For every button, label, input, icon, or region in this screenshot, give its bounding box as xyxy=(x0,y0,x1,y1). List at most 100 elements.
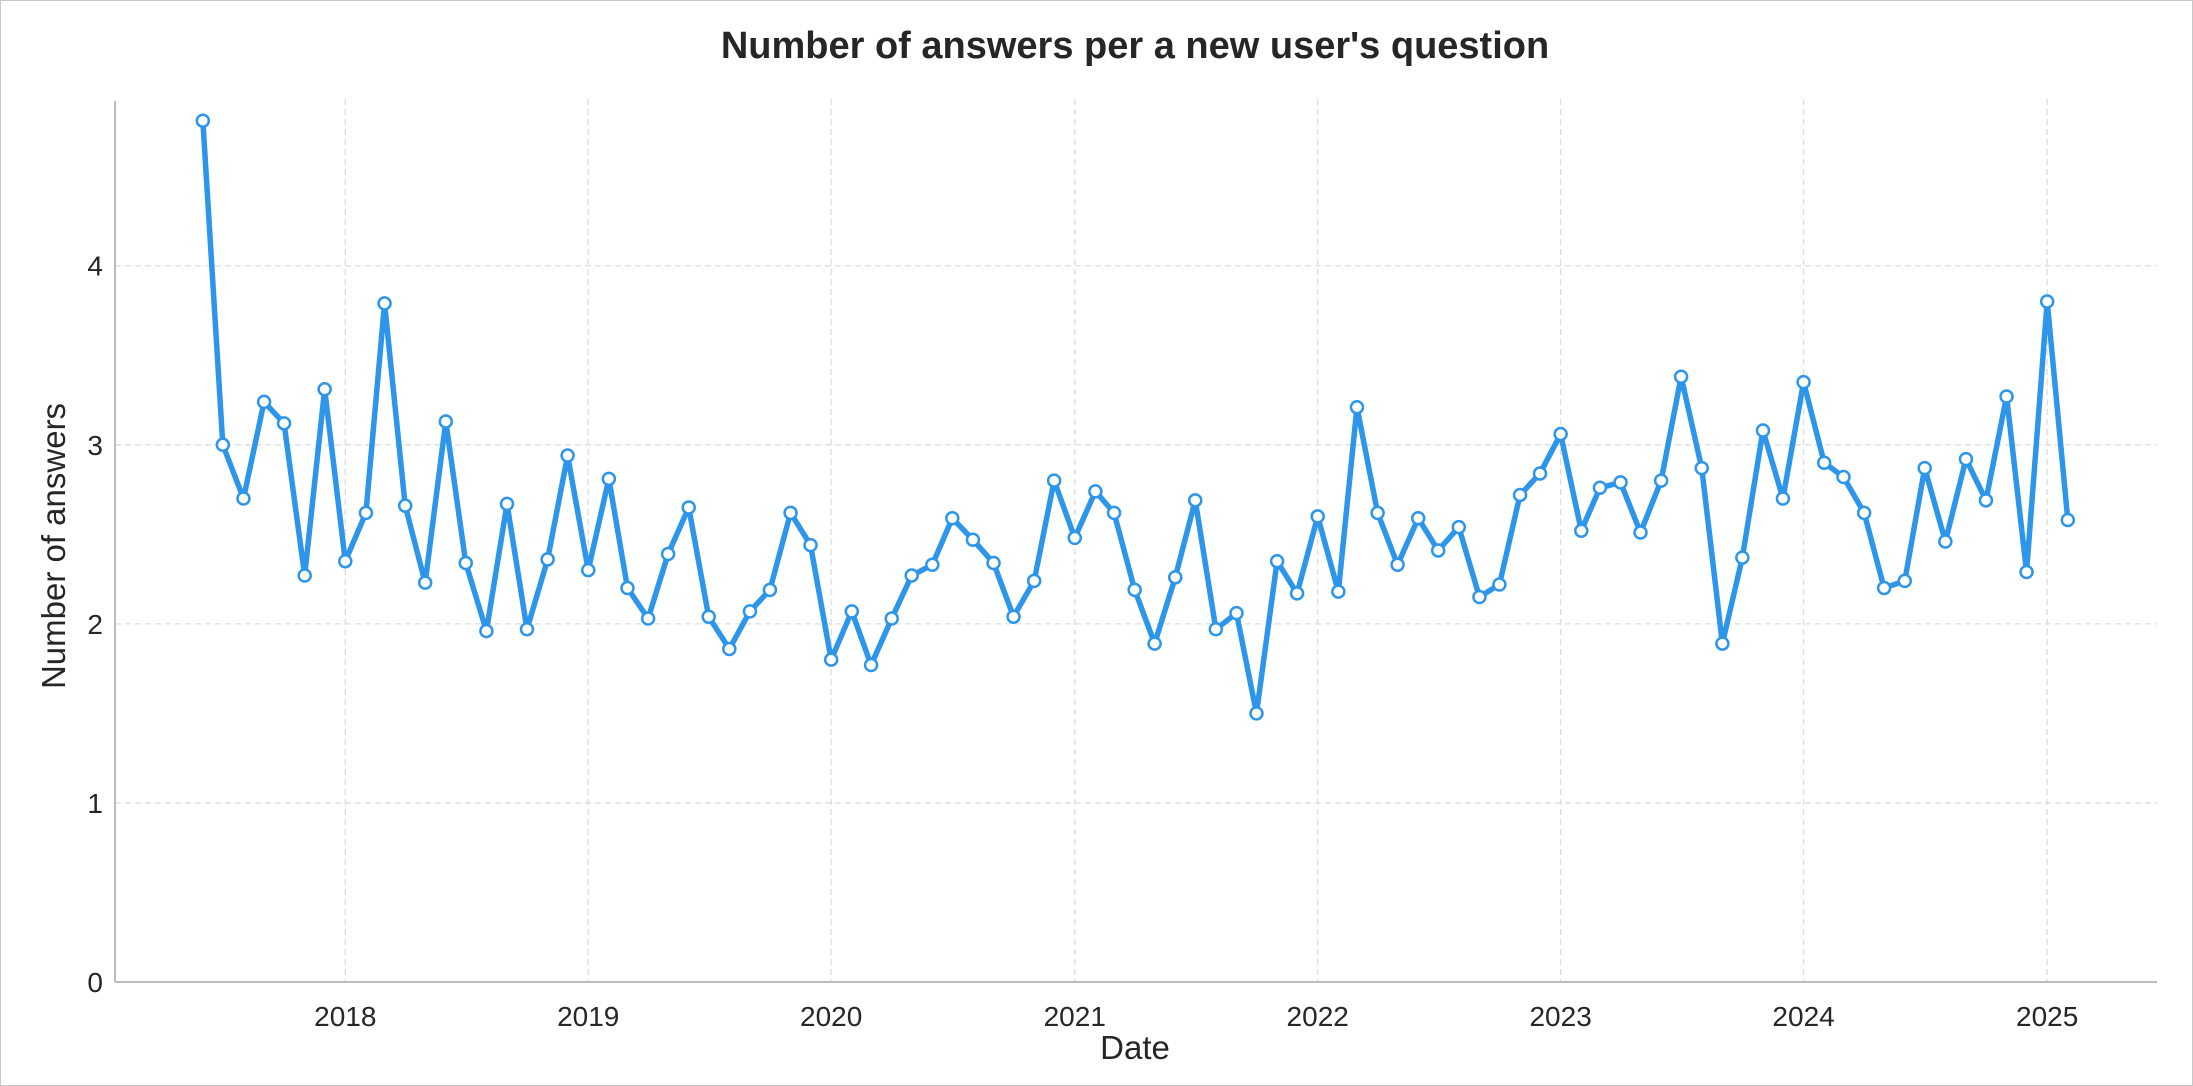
data-point xyxy=(1856,505,1872,521)
data-point xyxy=(256,394,272,410)
data-point xyxy=(701,609,716,624)
data-point xyxy=(640,611,656,626)
y-axis-label: Number of answers xyxy=(35,403,72,689)
data-point xyxy=(1106,505,1122,521)
data-point xyxy=(1532,466,1548,481)
data-point xyxy=(620,580,635,596)
data-point xyxy=(1147,636,1162,651)
data-point xyxy=(1208,621,1224,637)
x-tick-label: 2018 xyxy=(314,1001,376,1032)
data-point xyxy=(377,296,392,311)
series xyxy=(195,113,2076,721)
x-tick-label: 2023 xyxy=(1529,1001,1591,1032)
x-tick-label: 2022 xyxy=(1287,1001,1349,1032)
data-point xyxy=(1613,475,1628,490)
data-point xyxy=(660,546,676,562)
data-point xyxy=(1046,473,1062,488)
data-point xyxy=(1999,389,2014,404)
data-point xyxy=(1088,484,1103,499)
data-point xyxy=(215,437,231,453)
data-point xyxy=(1249,706,1264,721)
data-point xyxy=(1127,582,1142,598)
axes xyxy=(114,101,2157,983)
data-point xyxy=(1370,505,1385,521)
y-tick-label: 0 xyxy=(87,967,103,998)
data-point xyxy=(1410,510,1426,526)
x-tick-label: 2021 xyxy=(1044,1001,1106,1032)
data-point xyxy=(1673,369,1689,385)
data-point xyxy=(1390,557,1405,573)
data-point xyxy=(297,568,312,583)
data-point xyxy=(1592,480,1608,496)
data-point xyxy=(1978,493,1994,508)
data-point xyxy=(986,555,1001,571)
data-point xyxy=(1269,553,1285,569)
data-point xyxy=(742,604,758,619)
data-point xyxy=(338,553,353,569)
data-point xyxy=(580,562,596,578)
data-point xyxy=(965,532,981,547)
data-point xyxy=(1349,399,1365,415)
data-point xyxy=(2019,564,2034,580)
data-point xyxy=(236,491,251,506)
x-tick-label: 2025 xyxy=(2016,1001,2078,1032)
data-point xyxy=(1472,589,1487,605)
data-point xyxy=(397,498,413,513)
data-point xyxy=(945,510,960,526)
data-point xyxy=(1816,455,1832,470)
y-tick-label: 3 xyxy=(87,430,103,461)
data-point xyxy=(1836,469,1851,485)
data-point xyxy=(1492,577,1507,592)
x-axis-label: Date xyxy=(1100,1029,1170,1066)
data-point xyxy=(417,575,433,590)
data-point xyxy=(1451,519,1467,535)
data-point xyxy=(1653,473,1669,488)
data-point xyxy=(499,496,515,512)
data-point xyxy=(1310,509,1325,524)
data-point xyxy=(1553,426,1568,442)
data-point xyxy=(681,500,696,515)
data-point xyxy=(863,657,879,673)
x-tick-label: 2024 xyxy=(1772,1001,1834,1032)
grid xyxy=(115,99,2157,983)
data-point xyxy=(722,641,737,657)
y-tick-label: 2 xyxy=(87,609,103,640)
data-point xyxy=(1006,609,1021,624)
data-point xyxy=(1187,493,1203,508)
data-point xyxy=(925,557,940,573)
data-point xyxy=(1876,580,1892,596)
data-point xyxy=(1938,534,1953,549)
data-point xyxy=(195,113,211,128)
data-point xyxy=(1289,586,1305,601)
chart-title: Number of answers per a new user's quest… xyxy=(721,25,1549,67)
data-point xyxy=(1694,460,1709,476)
data-point xyxy=(1229,605,1244,621)
data-point xyxy=(1331,584,1346,599)
data-point xyxy=(904,568,919,583)
data-point xyxy=(1026,573,1042,589)
data-point xyxy=(540,552,555,567)
data-point xyxy=(803,537,818,553)
data-point xyxy=(1067,530,1083,546)
data-point xyxy=(1574,523,1589,539)
data-point xyxy=(884,611,899,626)
data-point xyxy=(783,505,798,521)
data-point xyxy=(438,414,454,429)
data-point xyxy=(1735,550,1750,565)
data-point xyxy=(479,623,494,639)
data-point xyxy=(1430,543,1446,558)
data-point xyxy=(823,652,839,667)
data-point xyxy=(519,621,535,637)
data-point xyxy=(601,471,617,487)
data-point xyxy=(1755,423,1771,438)
data-point xyxy=(2039,294,2055,309)
data-point xyxy=(844,604,860,619)
x-tick-label: 2020 xyxy=(800,1001,862,1032)
data-point xyxy=(1715,636,1730,651)
data-point xyxy=(2060,512,2076,528)
data-point xyxy=(762,582,778,598)
data-point xyxy=(358,505,374,521)
data-point xyxy=(560,448,575,463)
